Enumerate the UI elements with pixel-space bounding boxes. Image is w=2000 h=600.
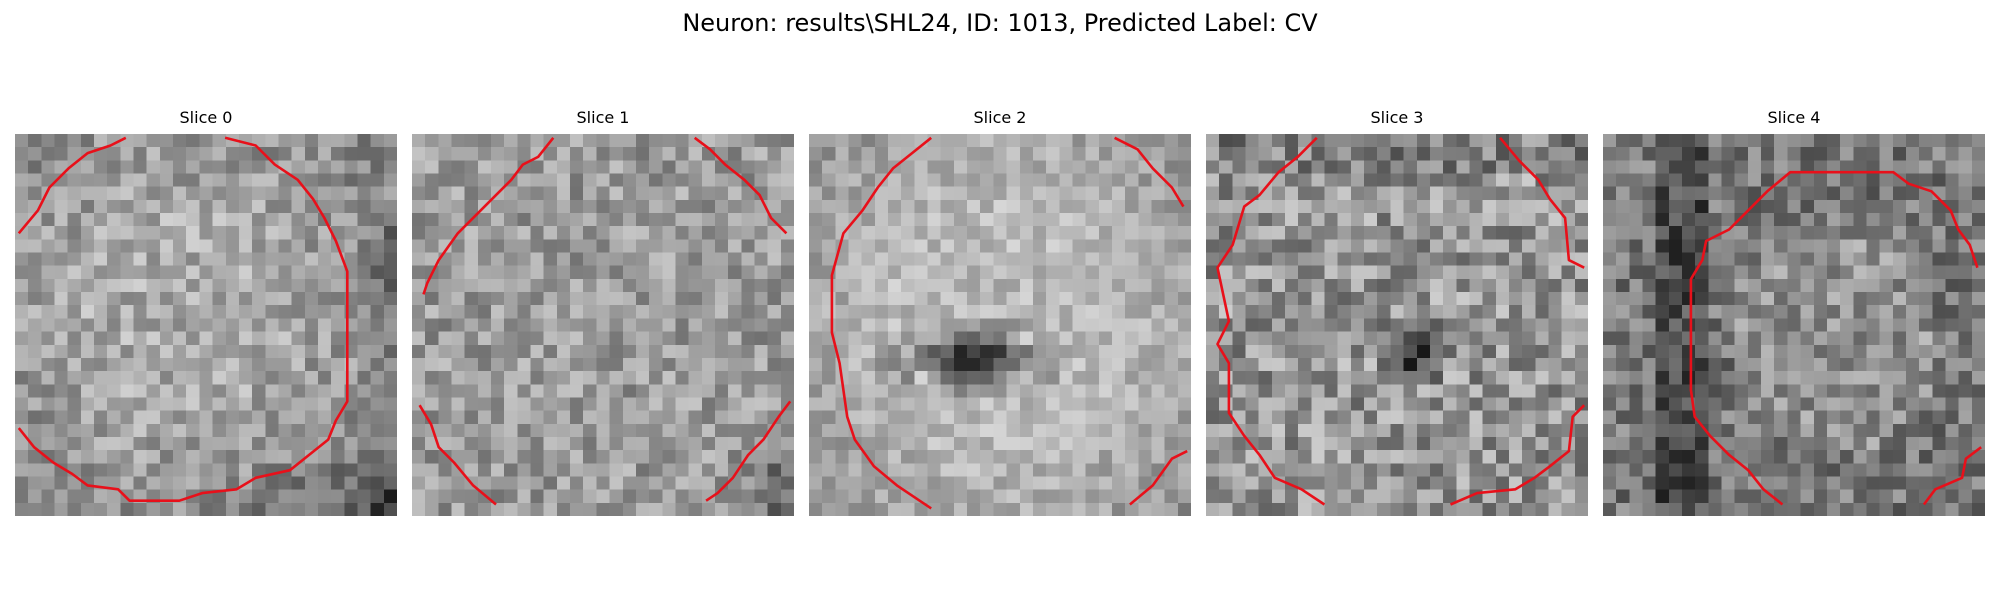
- contour-line: [693, 136, 788, 235]
- contour-line: [830, 136, 933, 510]
- contour-line: [705, 400, 792, 502]
- slice-title: Slice 2: [973, 108, 1027, 127]
- contour-line: [1689, 170, 1979, 506]
- contour-line: [17, 136, 127, 235]
- contour-line: [1449, 404, 1586, 506]
- slice-panel-0: Slice 0: [15, 108, 397, 516]
- contour-line: [418, 404, 497, 506]
- contour-line: [1499, 136, 1585, 269]
- contour-line: [422, 136, 555, 295]
- contour-line: [1114, 136, 1185, 208]
- slice-title: Slice 3: [1370, 108, 1424, 127]
- slice-panel-4: Slice 4: [1603, 108, 1985, 516]
- slice-image: [1603, 134, 1985, 516]
- slice-title: Slice 1: [576, 108, 630, 127]
- contour-line: [1216, 136, 1326, 506]
- slice-image: [15, 134, 397, 516]
- contour-line: [1922, 446, 1982, 506]
- contour-line: [17, 136, 349, 503]
- slice-title: Slice 4: [1767, 108, 1821, 127]
- slice-panel-3: Slice 3: [1206, 108, 1588, 516]
- slice-title: Slice 0: [179, 108, 233, 127]
- slice-image: [1206, 134, 1588, 516]
- slice-panel-2: Slice 2: [809, 108, 1191, 516]
- contour-line: [1129, 449, 1188, 506]
- slice-image: [412, 134, 794, 516]
- figure-title: Neuron: results\SHL24, ID: 1013, Predict…: [682, 9, 1318, 37]
- slice-panel-1: Slice 1: [412, 108, 794, 516]
- slice-image: [809, 134, 1191, 516]
